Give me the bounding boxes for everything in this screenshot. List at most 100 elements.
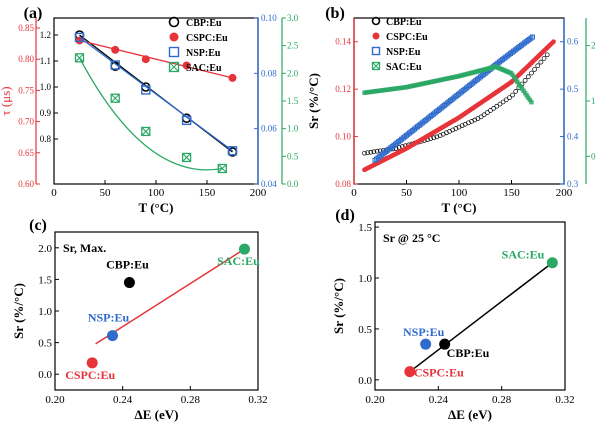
legend-marker-CBP:Eu (371, 16, 381, 26)
right-green-tick-label: 1 (591, 96, 596, 106)
panel-a-label: (a) (24, 5, 43, 22)
data-point-SAC:Eu-cross (182, 153, 191, 162)
data-point-CSPC:Eu (404, 366, 416, 378)
data-point-CBP:Eu (365, 150, 370, 156)
point-label: SAC:Eu (502, 248, 545, 262)
left-red-tick-label: 0.60 (18, 179, 34, 189)
x-tick-label: 0.32 (555, 394, 574, 406)
inner-label: Sr, Max. (63, 241, 106, 255)
x-tick-label: 0.32 (248, 394, 267, 406)
data-point-CBP:Eu (123, 277, 135, 289)
data-point-NSP:Eu (530, 34, 535, 40)
data-point-CBP:Eu (396, 145, 402, 150)
legend-marker-SAC:Eu-cross (372, 62, 380, 70)
x-tick-label: 0.24 (429, 394, 449, 406)
right-blue-tick-label: 0.08 (261, 68, 277, 78)
data-point-SAC:Eu (516, 81, 522, 87)
left-tick-label: 0.12 (335, 84, 351, 94)
data-point-CBP:Eu (532, 67, 537, 72)
right-green-tick-label: 0.0 (287, 179, 299, 189)
left-black-tick-label: 0.9 (40, 108, 52, 118)
data-point-CSPC:Eu (141, 55, 150, 64)
point-label: CSPC:Eu (65, 368, 115, 382)
legend-marker-SAC:Eu-cross (169, 62, 179, 72)
data-point-CBP:Eu (478, 114, 484, 120)
legend-label: NSP:Eu (386, 47, 421, 58)
left-black-tick-label: 1.2 (40, 30, 51, 40)
left-red-tick-label: 0.80 (18, 54, 34, 64)
y-axis-label: Sr (%/°C) (331, 278, 346, 334)
x-axis-label: T (°C) (139, 200, 174, 215)
data-point-CSPC:Eu (86, 357, 98, 369)
data-point-SAC:Eu (141, 126, 151, 137)
fit-line-CSPC:Eu (79, 39, 233, 79)
left-tick-label: 0.08 (335, 179, 351, 189)
data-point-SAC:Eu-cross (141, 127, 151, 136)
left-red-tick-label: 0.75 (18, 85, 34, 95)
right-green-tick-label: 2.5 (287, 41, 299, 51)
y-axis-label: τ (μs) (0, 86, 13, 115)
y-tick-label: 0.5 (358, 324, 372, 336)
data-point-SAC:Eu-cross (110, 93, 120, 103)
y-tick-label: 0.0 (38, 369, 52, 381)
x-tick-label: 0.20 (45, 394, 65, 406)
y-tick-label: 1.5 (38, 274, 52, 286)
data-point-SAC:Eu (74, 53, 85, 63)
legend-marker-CBP:Eu (168, 16, 180, 28)
left-black-tick-label: 0.8 (40, 134, 52, 144)
point-label: SAC:Eu (217, 254, 260, 268)
y-tick-label: 2.0 (38, 243, 52, 255)
data-point-CBP:Eu (481, 112, 487, 118)
right-blue-tick-label: 0.3 (567, 179, 579, 189)
data-point-CBP:Eu (374, 148, 380, 154)
legend-label: SAC:Eu (386, 62, 422, 73)
point-label: NSP:Eu (88, 311, 130, 325)
data-point-SAC:Eu (510, 72, 515, 78)
data-point-SAC:Eu (238, 243, 250, 255)
legend-marker-CSPC:Eu (372, 32, 380, 40)
y-tick-label: 1.0 (38, 306, 52, 318)
data-point-NSP:Eu (420, 338, 432, 350)
x-tick-label: 150 (503, 187, 520, 199)
data-point-SAC:Eu (526, 95, 531, 100)
data-point-CBP:Eu (538, 59, 544, 65)
data-point-SAC:Eu (521, 88, 526, 94)
data-point-SAC:Eu-cross (217, 164, 227, 173)
data-point-CBP:Eu (503, 97, 509, 103)
x-tick-label: 200 (556, 187, 573, 199)
data-point-CBP:Eu (513, 89, 519, 94)
x-tick-label: 0 (51, 187, 57, 199)
left-red-tick-label: 0.85 (18, 23, 34, 33)
data-point-CBP:Eu (525, 74, 531, 80)
legend-label: NSP:Eu (186, 48, 221, 59)
data-point-SAC:Eu (511, 74, 517, 80)
data-point-SAC:Eu (181, 152, 192, 163)
data-point-CBP:Eu (434, 134, 440, 140)
data-point-CSPC:Eu (111, 45, 120, 54)
point-label: NSP:Eu (403, 325, 445, 339)
data-point-CBP:Eu (439, 338, 451, 350)
data-point-CBP:Eu (541, 56, 547, 61)
x-tick-label: 0.28 (181, 394, 201, 406)
y-tick-label: 0.5 (38, 338, 52, 350)
x-tick-label: 100 (451, 187, 468, 199)
data-point-CBP:Eu (488, 108, 493, 113)
left-red-tick-label: 0.65 (18, 148, 34, 158)
point-label: CSPC:Eu (414, 366, 464, 380)
right-green-tick-label: 1.0 (287, 124, 299, 134)
x-tick-label: 0 (351, 187, 357, 199)
data-point-CBP:Eu (431, 135, 437, 141)
y-tick-label: 1.5 (358, 222, 372, 234)
right-green-tick-label: 2 (591, 41, 596, 51)
x-tick-label: 50 (401, 187, 413, 199)
x-tick-label: 200 (250, 187, 267, 199)
data-point-CBP:Eu (368, 149, 374, 155)
right-green-tick-label: 2.0 (287, 68, 299, 78)
data-point-CBP:Eu (510, 92, 515, 98)
panel-b-label: (b) (325, 5, 345, 22)
y-tick-label: 1.0 (358, 273, 372, 285)
fit-line-NSP:Eu (79, 36, 233, 152)
data-point-CBP:Eu (494, 103, 500, 109)
legend-label: CSPC:Eu (386, 32, 428, 43)
right-green-tick-label: 1.5 (287, 96, 299, 106)
